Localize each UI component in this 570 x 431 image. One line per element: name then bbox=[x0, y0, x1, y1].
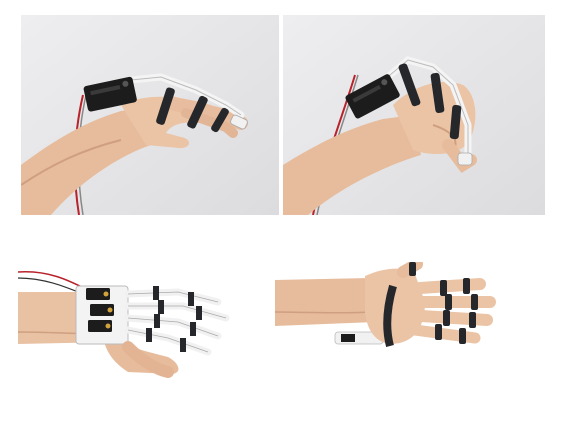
photo-exoskeleton-open bbox=[21, 15, 279, 215]
photo-exoskeleton-closed bbox=[283, 15, 545, 215]
photo-exoskeleton-closed-illustration bbox=[283, 15, 545, 215]
photo-multi-finger-exoskeleton bbox=[18, 262, 273, 400]
photo-exoskeleton-open-illustration bbox=[21, 15, 279, 215]
photo-multi-finger-exoskeleton-illustration bbox=[18, 262, 273, 400]
photo-palm-straps-illustration bbox=[275, 262, 535, 400]
photo-palm-straps bbox=[275, 262, 535, 400]
